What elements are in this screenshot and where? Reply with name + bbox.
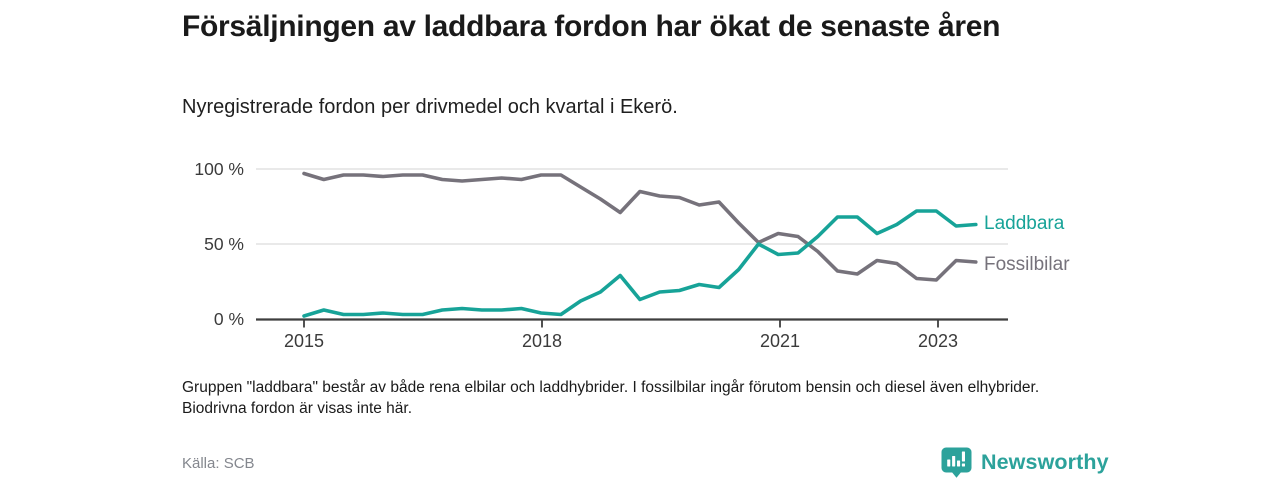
y-tick-label-100: 100 % xyxy=(194,159,244,179)
newsworthy-logo-icon xyxy=(941,447,972,478)
x-tick-label-2023: 2023 xyxy=(917,331,959,351)
series-label-fossilbilar: Fossilbilar xyxy=(984,254,1070,275)
y-tick-label-50: 50 % xyxy=(204,234,244,254)
laddbara-line xyxy=(302,209,978,318)
y-tick-label-0: 0 % xyxy=(213,309,244,329)
x-tick-label-2018: 2018 xyxy=(521,331,563,351)
source-label: Källa: SCB xyxy=(182,455,255,472)
newsworthy-logo: Newsworthy xyxy=(940,446,1109,479)
x-axis xyxy=(256,318,1008,328)
newsworthy-logo-text: Newsworthy xyxy=(981,450,1109,474)
chart-footnote: Gruppen "laddbara" består av både rena e… xyxy=(182,379,1040,418)
logo-bubble-shape xyxy=(941,447,972,478)
gridlines xyxy=(256,168,1008,245)
fossilbilar-line xyxy=(302,171,978,282)
chart-title: Försäljningen av laddbara fordon har öka… xyxy=(182,10,1001,43)
x-tick-label-2015: 2015 xyxy=(283,331,325,351)
chart-subtitle: Nyregistrerade fordon per drivmedel och … xyxy=(182,96,678,118)
series-label-laddbara: Laddbara xyxy=(984,213,1065,234)
series-lines xyxy=(302,171,978,318)
x-tick-label-2021: 2021 xyxy=(759,331,801,351)
logo-bars xyxy=(947,451,965,467)
